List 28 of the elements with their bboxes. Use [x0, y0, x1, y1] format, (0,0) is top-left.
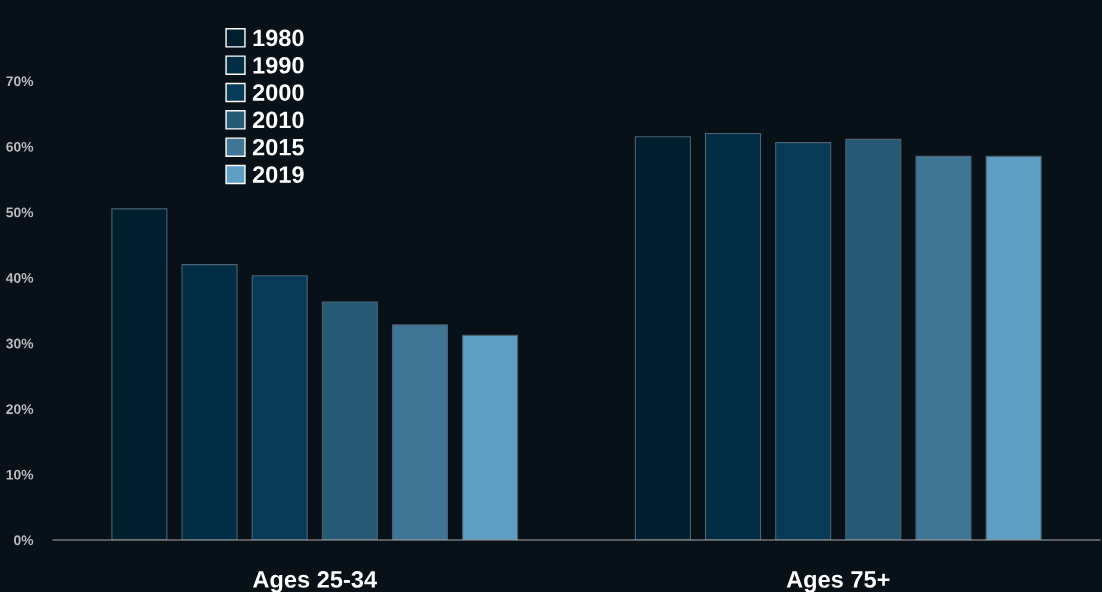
y-tick-label: 20%: [6, 404, 34, 415]
legend-label: 2000: [252, 84, 304, 101]
y-tick-label: 60%: [6, 141, 34, 152]
bar: [915, 155, 972, 540]
y-tick-label: 50%: [6, 207, 34, 218]
y-tick-label: 30%: [6, 338, 34, 349]
bar: [391, 324, 449, 540]
legend-label: 2019: [252, 166, 304, 183]
bar: [321, 301, 378, 540]
x-tick-label: Ages 75+: [786, 571, 890, 592]
bar: [985, 155, 1042, 540]
legend-label: 2010: [252, 111, 304, 129]
legend-label: 1980: [253, 29, 304, 47]
bar: [634, 136, 691, 540]
bar: [111, 208, 168, 540]
y-tick-label: 10%: [6, 469, 34, 480]
y-tick-label: 0%: [14, 535, 34, 546]
legend-label: 1990: [253, 56, 304, 74]
x-tick-label: Ages 25-34: [253, 571, 377, 592]
bar: [251, 275, 308, 540]
bar: [704, 132, 762, 540]
bar: [181, 264, 238, 540]
bar: [775, 142, 832, 540]
legend-label: 2015: [252, 138, 304, 156]
bar: [462, 334, 519, 540]
y-tick-label: 40%: [5, 273, 34, 283]
y-tick-label: 70%: [6, 76, 34, 87]
bar: [845, 138, 902, 540]
